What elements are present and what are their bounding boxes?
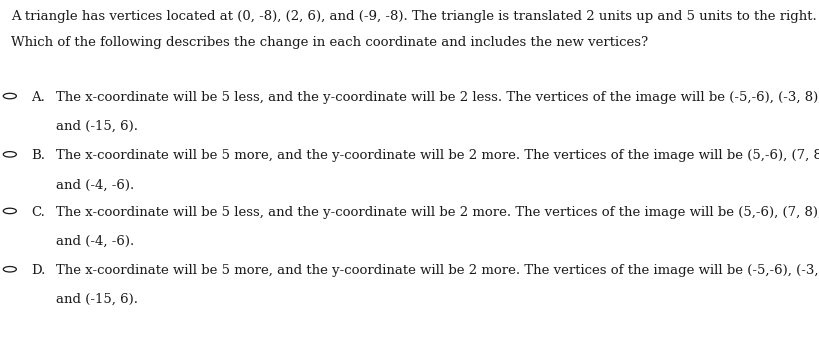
Text: The x-coordinate will be 5 less, and the y-coordinate will be 2 more. The vertic: The x-coordinate will be 5 less, and the…	[56, 206, 819, 219]
Text: and (-4, -6).: and (-4, -6).	[56, 178, 134, 191]
Text: and (-15, 6).: and (-15, 6).	[56, 120, 138, 133]
Text: C.: C.	[31, 206, 45, 219]
Text: B.: B.	[31, 149, 45, 162]
Text: A triangle has vertices located at (0, -8), (2, 6), and (-9, -8). The triangle i: A triangle has vertices located at (0, -…	[11, 10, 817, 23]
Text: The x-coordinate will be 5 more, and the y-coordinate will be 2 more. The vertic: The x-coordinate will be 5 more, and the…	[56, 149, 819, 162]
Text: The x-coordinate will be 5 more, and the y-coordinate will be 2 more. The vertic: The x-coordinate will be 5 more, and the…	[56, 264, 819, 277]
Text: D.: D.	[31, 264, 46, 277]
Text: Which of the following describes the change in each coordinate and includes the : Which of the following describes the cha…	[11, 36, 648, 49]
Text: and (-4, -6).: and (-4, -6).	[56, 235, 134, 248]
Text: and (-15, 6).: and (-15, 6).	[56, 293, 138, 306]
Text: The x-coordinate will be 5 less, and the y-coordinate will be 2 less. The vertic: The x-coordinate will be 5 less, and the…	[56, 91, 819, 104]
Text: A.: A.	[31, 91, 45, 104]
